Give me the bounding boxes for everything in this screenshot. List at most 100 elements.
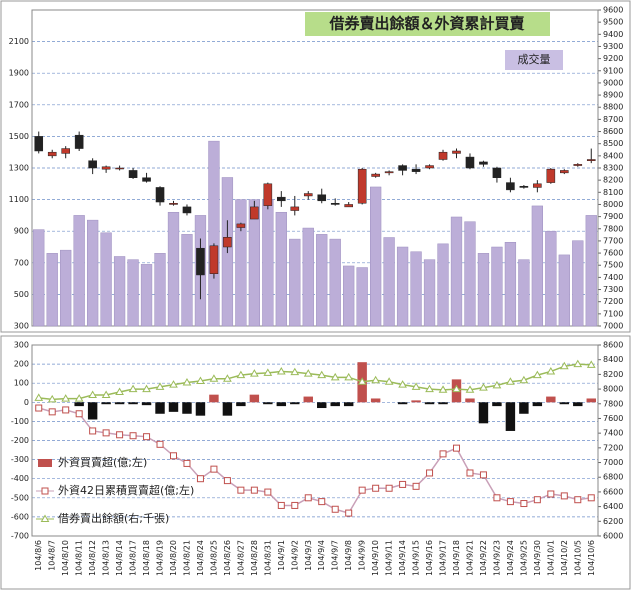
bar xyxy=(114,402,125,405)
volume-bar xyxy=(181,234,193,327)
bar xyxy=(276,402,287,407)
marker xyxy=(384,377,394,385)
volume-bar xyxy=(518,259,530,327)
y2-tick-label: 7100 xyxy=(603,309,623,318)
marker xyxy=(330,372,340,381)
volume-bar xyxy=(73,215,85,327)
candle-body xyxy=(452,150,461,154)
volume-bar xyxy=(316,234,328,327)
y2-tick-label: 7600 xyxy=(603,414,623,423)
x-tick-label: 104/9/14 xyxy=(398,540,407,576)
candle-body xyxy=(519,185,529,188)
candle-body xyxy=(465,156,475,169)
volume-bar xyxy=(491,246,503,327)
candle-body xyxy=(479,161,488,165)
candle-body xyxy=(573,164,583,166)
y2-tick-label: 9400 xyxy=(603,30,623,39)
volume-bar xyxy=(531,205,543,327)
y-tick-label: 0 xyxy=(24,398,29,407)
y2-tick-label: 8100 xyxy=(603,188,623,197)
candle-body xyxy=(546,168,556,183)
marker xyxy=(223,374,232,382)
marker xyxy=(210,465,218,473)
y2-tick-label: 8000 xyxy=(603,385,623,394)
volume-bar xyxy=(248,199,260,327)
bar xyxy=(222,402,233,416)
candle-body xyxy=(492,167,502,178)
bar xyxy=(330,402,340,407)
volume-bar xyxy=(87,219,99,327)
bar xyxy=(168,402,179,412)
x-tick-label: 104/9/17 xyxy=(439,540,448,576)
candle-body xyxy=(384,171,394,174)
candle-body xyxy=(61,148,70,154)
x-tick-label: 104/9/11 xyxy=(385,540,394,576)
marker xyxy=(74,394,84,402)
marker xyxy=(75,410,83,418)
bar xyxy=(478,402,489,424)
x-tick-label: 104/8/31 xyxy=(263,540,272,576)
x-tick-label: 104/9/24 xyxy=(506,540,515,576)
marker xyxy=(426,469,434,477)
y2-tick-label: 7200 xyxy=(603,443,623,452)
volume-bar xyxy=(289,238,301,327)
volume-bar xyxy=(545,230,557,327)
bar xyxy=(465,398,475,403)
x-tick-label: 104/8/10 xyxy=(61,540,70,576)
bar xyxy=(195,402,206,416)
marker xyxy=(236,370,246,379)
marker xyxy=(318,498,326,506)
bar xyxy=(438,402,448,405)
y-tick-label: -600 xyxy=(11,512,29,521)
x-tick-label: 104/9/2 xyxy=(290,540,299,571)
bar xyxy=(424,402,435,405)
y2-tick-label: 7800 xyxy=(603,399,623,408)
bar xyxy=(411,400,421,403)
y-tick-label: 1300 xyxy=(9,164,29,173)
candle-body xyxy=(560,170,569,174)
bar xyxy=(128,402,138,405)
bar xyxy=(546,396,556,403)
bar xyxy=(74,402,84,407)
bar xyxy=(155,402,165,414)
y2-tick-label: 7800 xyxy=(603,224,623,233)
bar xyxy=(532,402,543,407)
bottom-frame xyxy=(0,335,631,590)
y2-tick-label: 8500 xyxy=(603,139,623,148)
bar xyxy=(141,402,152,406)
volume-bar xyxy=(100,232,112,327)
bar xyxy=(249,394,260,403)
bar xyxy=(559,402,570,405)
y-tick-label: 1500 xyxy=(9,132,29,141)
marker xyxy=(479,383,488,391)
marker xyxy=(372,484,380,492)
x-tick-label: 104/8/25 xyxy=(209,540,218,576)
y2-tick-label: 8300 xyxy=(603,164,623,173)
candle-body xyxy=(236,223,246,228)
bar xyxy=(209,394,219,403)
marker xyxy=(183,459,191,467)
y-tick-label: 1700 xyxy=(9,100,29,109)
marker xyxy=(493,494,501,502)
candle-body xyxy=(438,151,448,160)
candle-body xyxy=(223,237,232,248)
marker xyxy=(264,488,272,496)
candle-body xyxy=(88,160,97,169)
marker xyxy=(223,477,231,485)
volume-bar xyxy=(396,246,409,327)
bar xyxy=(182,402,192,414)
marker xyxy=(345,509,353,517)
y2-tick-label: 8600 xyxy=(603,341,623,350)
candle-body xyxy=(357,168,367,204)
x-tick-label: 104/8/17 xyxy=(129,540,138,576)
marker xyxy=(398,380,407,388)
y2-tick-label: 9200 xyxy=(603,54,623,63)
marker xyxy=(169,380,178,388)
top-frame xyxy=(0,0,631,333)
marker xyxy=(304,494,312,502)
legend-label: 外資42日累積買賣超(億;左) xyxy=(58,483,194,497)
y-tick-label: -300 xyxy=(11,455,29,464)
bar xyxy=(101,402,111,405)
y2-tick-label: 8800 xyxy=(603,103,623,112)
y2-tick-label: 8000 xyxy=(603,200,623,209)
